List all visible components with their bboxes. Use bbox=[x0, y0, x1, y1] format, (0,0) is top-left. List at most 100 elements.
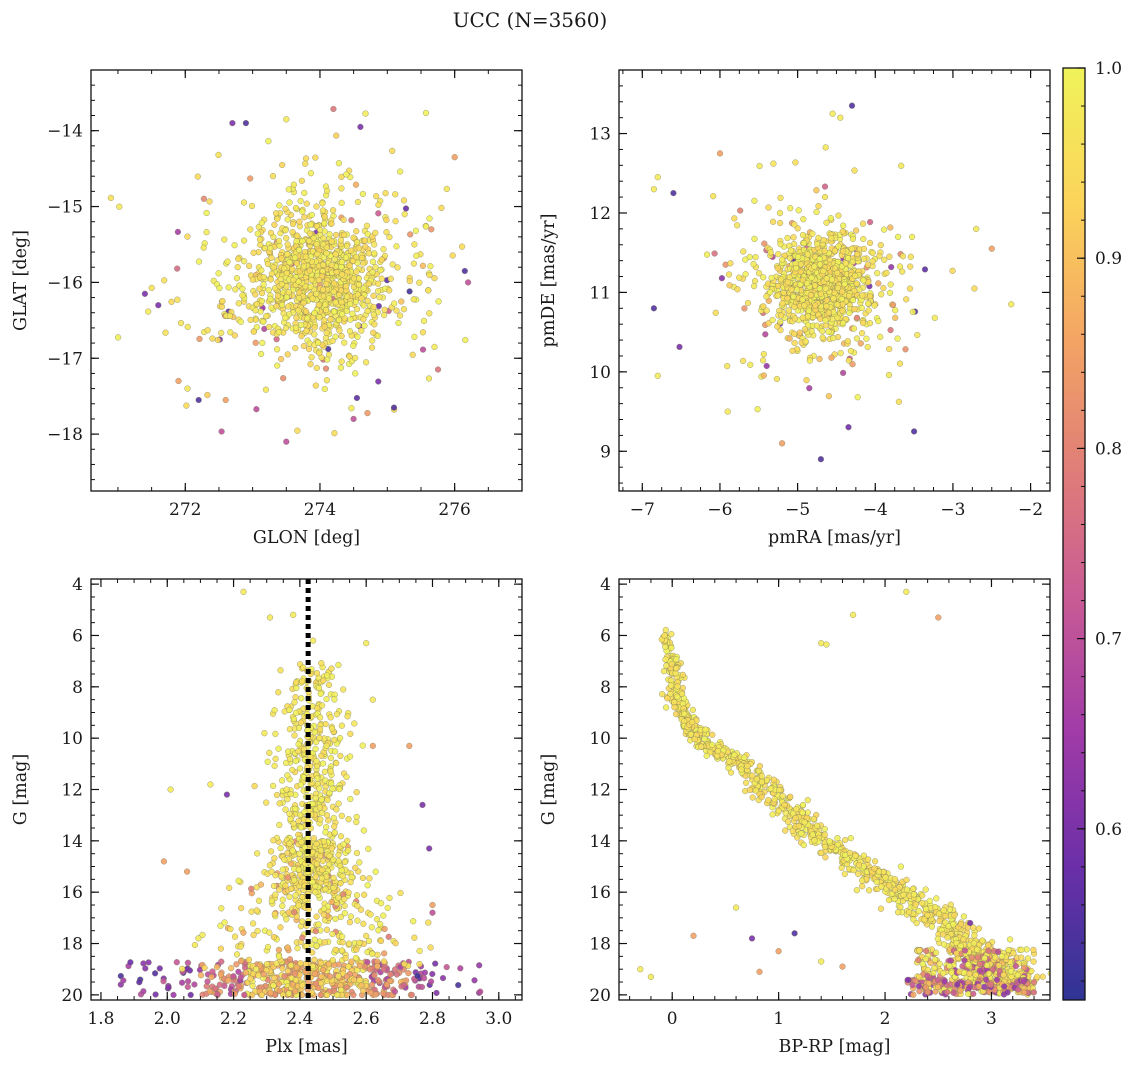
data-point bbox=[317, 817, 323, 823]
data-point bbox=[176, 378, 182, 384]
data-point bbox=[427, 216, 433, 222]
data-point bbox=[301, 343, 307, 349]
data-point bbox=[287, 811, 293, 817]
data-point bbox=[352, 355, 358, 361]
data-point bbox=[277, 801, 283, 807]
data-point bbox=[855, 394, 861, 400]
data-point bbox=[325, 797, 331, 803]
data-point bbox=[346, 941, 352, 947]
data-point bbox=[309, 354, 315, 360]
data-point bbox=[377, 921, 383, 927]
data-point bbox=[324, 743, 330, 749]
data-point bbox=[291, 182, 297, 188]
data-point bbox=[264, 961, 270, 967]
data-point bbox=[250, 921, 256, 927]
data-point bbox=[742, 306, 748, 312]
data-point bbox=[850, 297, 856, 303]
data-point bbox=[347, 328, 353, 334]
data-point bbox=[251, 250, 257, 256]
data-point bbox=[348, 879, 354, 885]
data-point bbox=[381, 966, 387, 972]
data-point bbox=[218, 330, 224, 336]
data-point bbox=[299, 209, 305, 215]
data-point bbox=[846, 424, 852, 430]
data-point bbox=[662, 644, 668, 650]
data-point bbox=[840, 302, 846, 308]
data-point bbox=[384, 217, 390, 223]
data-point bbox=[895, 234, 901, 240]
data-point bbox=[972, 286, 978, 292]
data-point bbox=[294, 261, 300, 267]
data-point bbox=[330, 207, 336, 213]
data-point bbox=[314, 841, 320, 847]
data-point bbox=[252, 292, 258, 298]
data-point bbox=[254, 851, 260, 857]
data-point bbox=[331, 106, 337, 112]
data-point bbox=[337, 735, 343, 741]
data-point bbox=[854, 251, 860, 257]
data-point bbox=[273, 210, 279, 216]
data-point bbox=[357, 977, 363, 983]
data-point bbox=[801, 240, 807, 246]
x-tick-label: 2.4 bbox=[286, 1009, 313, 1029]
y-tick-label: 13 bbox=[589, 125, 611, 145]
data-point bbox=[318, 753, 324, 759]
data-point bbox=[205, 979, 211, 985]
data-point bbox=[323, 886, 329, 892]
data-point bbox=[809, 275, 815, 281]
data-point bbox=[285, 945, 291, 951]
data-point bbox=[339, 723, 345, 729]
data-point bbox=[751, 283, 757, 289]
data-point bbox=[152, 970, 158, 976]
data-point bbox=[318, 974, 324, 980]
data-point bbox=[752, 236, 758, 242]
data-point bbox=[861, 256, 867, 262]
y-axis-label: GLAT [deg] bbox=[11, 230, 31, 331]
data-point bbox=[271, 264, 277, 270]
data-point bbox=[419, 984, 425, 990]
x-tick-label: −3 bbox=[940, 500, 965, 520]
data-point bbox=[338, 880, 344, 886]
data-point bbox=[275, 293, 281, 299]
y-tick-label: 20 bbox=[61, 986, 83, 1006]
data-point bbox=[903, 346, 909, 352]
data-point bbox=[247, 227, 253, 233]
data-point bbox=[340, 873, 346, 879]
data-point bbox=[257, 286, 263, 292]
data-point bbox=[348, 317, 354, 323]
data-point bbox=[888, 282, 894, 288]
data-point bbox=[417, 961, 423, 967]
data-point bbox=[367, 876, 373, 882]
data-point bbox=[339, 299, 345, 305]
data-point bbox=[310, 849, 316, 855]
data-point bbox=[800, 232, 806, 238]
data-point bbox=[859, 330, 865, 336]
data-point bbox=[254, 324, 260, 330]
data-point bbox=[263, 800, 269, 806]
data-point bbox=[410, 918, 416, 924]
data-point bbox=[278, 873, 284, 879]
data-point bbox=[315, 340, 321, 346]
data-point bbox=[232, 991, 238, 997]
data-point bbox=[184, 403, 190, 409]
data-point bbox=[886, 372, 892, 378]
data-point bbox=[217, 285, 223, 291]
data-point bbox=[331, 289, 337, 295]
x-tick-label: −5 bbox=[785, 500, 810, 520]
data-point bbox=[476, 962, 482, 968]
data-point bbox=[365, 882, 371, 888]
data-point bbox=[439, 205, 445, 211]
data-point bbox=[324, 673, 330, 679]
data-point bbox=[296, 741, 302, 747]
data-point bbox=[185, 978, 191, 984]
data-point bbox=[266, 287, 272, 293]
data-point bbox=[775, 251, 781, 257]
data-point bbox=[270, 173, 276, 179]
data-point bbox=[355, 334, 361, 340]
data-point bbox=[361, 286, 367, 292]
data-point bbox=[313, 383, 319, 389]
data-point bbox=[308, 361, 314, 367]
data-point bbox=[280, 897, 286, 903]
data-point bbox=[327, 231, 333, 237]
data-point bbox=[332, 749, 338, 755]
